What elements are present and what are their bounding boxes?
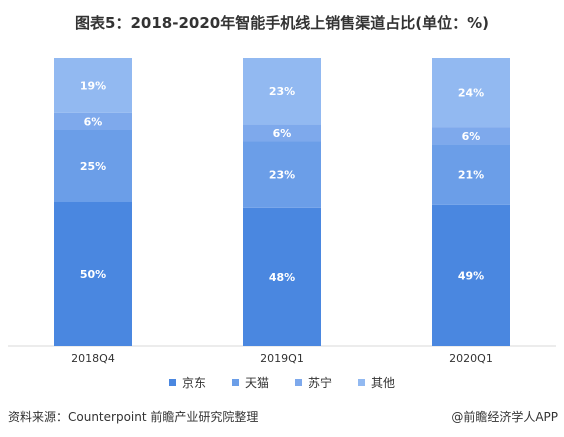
source-note: 资料来源：Counterpoint 前瞻产业研究院整理 — [8, 410, 259, 424]
chart-title: 图表5：2018-2020年智能手机线上销售渠道占比(单位：%) — [75, 14, 489, 32]
bar-segment — [54, 130, 132, 202]
bar-segment — [54, 112, 132, 130]
legend-swatch — [231, 379, 239, 386]
legend-label: 京东 — [181, 376, 206, 390]
x-tick-labels: 2018Q4 2019Q1 2020Q1 — [71, 352, 493, 365]
x-tick-label: 2019Q1 — [260, 352, 304, 365]
data-label: 6% — [462, 130, 481, 143]
data-label: 21% — [458, 169, 484, 182]
legend-swatch — [295, 379, 302, 386]
legend-label: 其他 — [371, 376, 396, 390]
bar-segment — [432, 204, 510, 346]
data-label: 6% — [273, 127, 292, 140]
legend-swatch — [358, 379, 366, 386]
data-label: 24% — [458, 87, 484, 100]
bar-segment — [243, 124, 321, 142]
data-label: 6% — [84, 115, 103, 128]
x-tick-label: 2018Q4 — [71, 352, 115, 365]
legend-label: 苏宁 — [308, 376, 333, 390]
bar-segment — [243, 141, 321, 208]
data-label: 49% — [458, 269, 484, 282]
legend-label: 天猫 — [244, 376, 269, 390]
legend-item: 天猫 — [231, 374, 269, 391]
legend-swatch — [168, 379, 176, 386]
bar-segment — [54, 202, 132, 346]
bar-group: 50% 25% 6% 19% 48% 23% 6% 23% 49% 21% 6% 24% — [54, 58, 510, 346]
data-label: 50% — [80, 268, 106, 281]
legend-item: 苏宁 — [295, 374, 332, 391]
chart-legend: 京东 天猫 苏宁 其他 — [0, 374, 564, 391]
data-label: 25% — [80, 160, 106, 173]
bar-segment — [432, 58, 510, 128]
bar-segment — [432, 127, 510, 145]
brand-credit: @前瞻经济学人APP — [451, 410, 558, 424]
x-tick-label: 2020Q1 — [449, 352, 493, 365]
data-label: 23% — [269, 85, 295, 98]
legend-item: 京东 — [168, 374, 206, 391]
data-label: 23% — [269, 169, 295, 182]
data-label: 19% — [80, 79, 106, 92]
bar-segment — [243, 58, 321, 125]
data-label: 48% — [269, 271, 295, 284]
legend-item: 其他 — [358, 374, 395, 391]
bar-segment — [432, 144, 510, 205]
bar-segment — [54, 58, 132, 113]
bar-segment — [243, 207, 321, 346]
